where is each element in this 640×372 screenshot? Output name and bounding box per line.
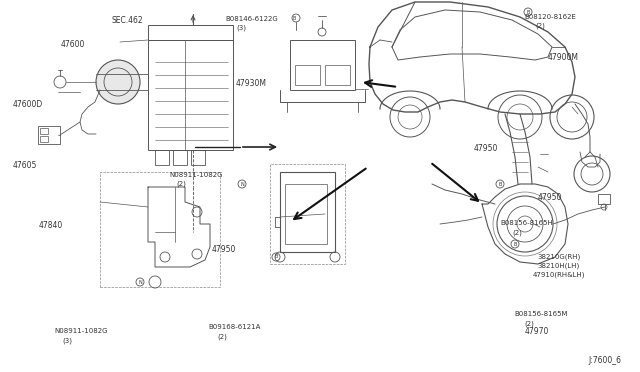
Text: B08146-6122G: B08146-6122G (225, 16, 278, 22)
Text: 47930M: 47930M (236, 79, 266, 88)
Text: 47840: 47840 (38, 221, 63, 230)
Text: SEC.462: SEC.462 (112, 16, 143, 25)
Text: B: B (526, 10, 530, 15)
Text: 47950: 47950 (538, 193, 562, 202)
Text: (2): (2) (218, 333, 227, 340)
Text: B08156-8165H: B08156-8165H (500, 220, 553, 226)
Text: B08156-8165M: B08156-8165M (515, 311, 568, 317)
Text: N08911-1082G: N08911-1082G (54, 328, 108, 334)
Text: B: B (513, 241, 516, 247)
Bar (100, 172, 220, 287)
Text: (2): (2) (536, 23, 545, 29)
Bar (598, 194, 610, 204)
Bar (285, 184, 327, 244)
Text: 47600: 47600 (61, 40, 85, 49)
Text: B: B (292, 16, 296, 20)
Bar (191, 150, 205, 165)
Bar (155, 150, 169, 165)
Text: N08911-1082G: N08911-1082G (170, 172, 223, 178)
Bar (295, 65, 320, 85)
Text: 38210H(LH): 38210H(LH) (538, 263, 580, 269)
Bar (290, 40, 355, 90)
Text: 47950: 47950 (474, 144, 498, 153)
Bar (325, 65, 350, 85)
Text: (3): (3) (237, 25, 247, 31)
Text: (2): (2) (176, 181, 186, 187)
Bar (148, 25, 233, 40)
Text: 47950: 47950 (211, 245, 236, 254)
Text: 47900M: 47900M (547, 53, 578, 62)
Text: N: N (240, 182, 244, 186)
Text: 47970: 47970 (525, 327, 549, 336)
Circle shape (96, 60, 140, 104)
Text: B: B (275, 254, 278, 260)
Text: N: N (138, 279, 142, 285)
Text: (2): (2) (512, 229, 522, 236)
Text: J:7600_6: J:7600_6 (589, 356, 622, 365)
Text: (2): (2) (525, 320, 534, 327)
Text: 47600D: 47600D (13, 100, 43, 109)
Text: B08120-8162E: B08120-8162E (525, 14, 577, 20)
Bar (270, 164, 345, 264)
Text: B: B (499, 182, 502, 186)
Text: 38210G(RH): 38210G(RH) (538, 253, 581, 260)
Text: (3): (3) (63, 337, 73, 344)
Bar (38, 126, 60, 144)
Text: B09168-6121A: B09168-6121A (208, 324, 260, 330)
Bar (40, 128, 48, 134)
Bar (173, 150, 187, 165)
Text: 47605: 47605 (13, 161, 37, 170)
Bar (280, 172, 335, 252)
Bar (148, 40, 233, 150)
Bar (40, 136, 48, 142)
Text: 47910(RH&LH): 47910(RH&LH) (533, 271, 586, 278)
